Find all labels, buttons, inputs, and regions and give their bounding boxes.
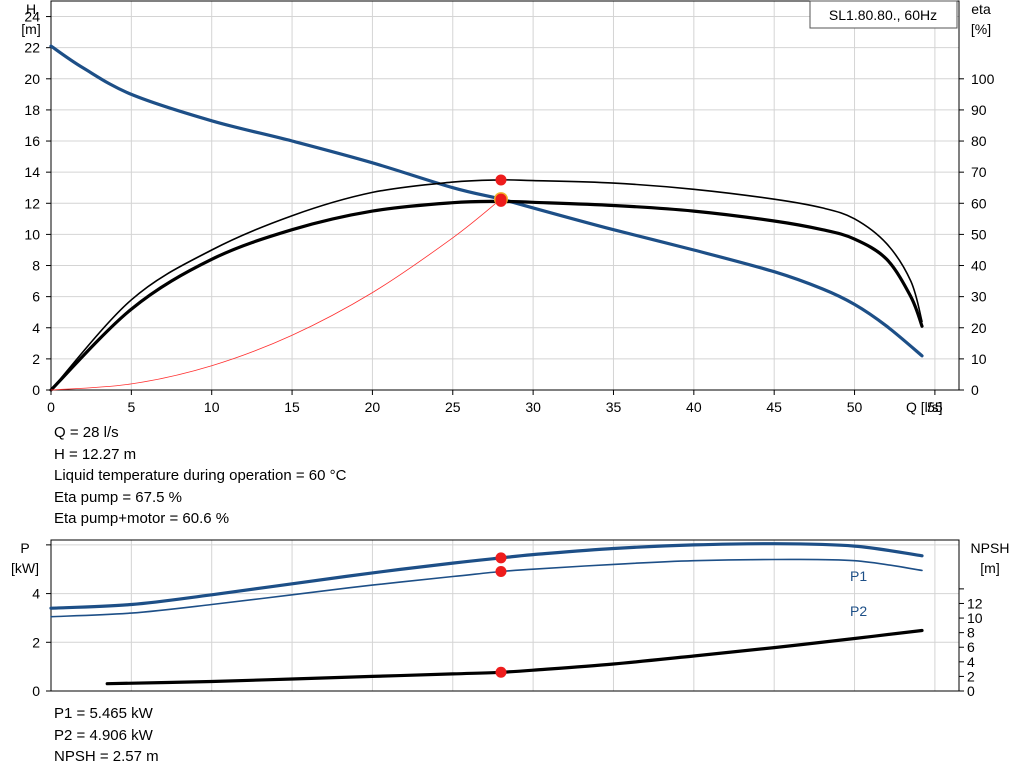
y2-tick-label: 70 [971, 164, 987, 180]
pump-label-box [809, 0, 958, 29]
system-curve [50, 198, 502, 391]
y2-axis-unit: [m] [980, 560, 999, 576]
npsh-duty-marker [495, 666, 507, 678]
y-axis-title: H [26, 1, 36, 17]
y-tick-label: 18 [24, 102, 40, 118]
liquid-temperature: Liquid temperature during operation = 60… [54, 467, 347, 484]
p2-duty-marker [495, 566, 507, 578]
p1-duty-marker [495, 552, 507, 564]
y2-tick-label: 8 [967, 625, 975, 641]
y-axis-unit: [m] [21, 21, 40, 37]
y2-tick-label: 0 [971, 382, 979, 398]
npsh-value: NPSH = 2.57 m [54, 748, 159, 765]
npsh-curve [105, 628, 924, 686]
y2-axis-title: eta [971, 1, 991, 17]
y2-tick-label: 30 [971, 289, 987, 305]
x-tick-label: 30 [525, 399, 541, 415]
y2-tick-label: 50 [971, 226, 987, 242]
y-tick-label: 6 [32, 289, 40, 305]
eta-pump-value: Eta pump = 67.5 % [54, 488, 182, 506]
x-tick-label: 25 [445, 399, 461, 415]
x-tick-label: 45 [766, 399, 782, 415]
y2-tick-label: 4 [967, 654, 975, 670]
y-tick-label: 0 [32, 683, 40, 699]
plot-frame [50, 539, 960, 692]
p1-curve-label: P1 [850, 568, 867, 584]
p1-curve [49, 542, 924, 610]
y-tick-label: 20 [24, 71, 40, 87]
y2-tick-label: 2 [967, 668, 975, 684]
y2-tick-label: 12 [967, 595, 983, 611]
y-tick-label: 10 [24, 226, 40, 242]
pump-label: SL1.80.80., 60Hz [829, 7, 937, 23]
y-tick-label: 22 [24, 40, 40, 56]
y2-tick-label: 10 [967, 610, 983, 626]
x-tick-label: 55 [927, 399, 943, 415]
y-tick-label: 0 [32, 382, 40, 398]
performance-chart: 0 5 10 15 20 25 30 35 40 45 50 55024681012141618202… [21, 0, 995, 415]
head-value: H = 12.27 m [54, 445, 137, 463]
x-tick-label: 5 [127, 399, 135, 415]
y2-tick-label: 100 [971, 71, 995, 87]
y-axis-title: P [20, 540, 29, 556]
y2-tick-label: 0 [967, 683, 975, 699]
y2-tick-label: 6 [967, 639, 975, 655]
eta-pump-motor-value: Eta pump+motor = 60.6 % [54, 510, 230, 527]
y-tick-label: 12 [24, 195, 40, 211]
y-axis-unit: [kW] [11, 560, 39, 576]
p1-value: P1 = 5.465 kW [54, 705, 153, 722]
x-axis-title: Q [l/s] [906, 399, 943, 415]
y-tick-label: 14 [24, 164, 40, 180]
y2-tick-label: 40 [971, 258, 987, 274]
y2-tick-label: 80 [971, 133, 987, 149]
y2-tick-label: 10 [971, 351, 987, 367]
y-tick-label: 24 [24, 9, 40, 25]
y-tick-label: 4 [32, 586, 40, 602]
eta-pump-duty-marker [495, 174, 507, 186]
p2-value: P2 = 4.906 kW [54, 726, 153, 744]
y-tick-label: 8 [32, 258, 40, 274]
y2-tick-label: 90 [971, 102, 987, 118]
eta-pump-curve [50, 179, 923, 391]
x-tick-label: 35 [606, 399, 622, 415]
x-tick-label: 0 [47, 399, 55, 415]
p2-curve [50, 558, 923, 618]
y2-tick-label: 60 [971, 195, 987, 211]
duty-point-info: Q = 28 l/s H = 12.27 m Liquid temperatur… [54, 422, 346, 530]
p2-curve-label: P2 [850, 603, 867, 619]
power-point-info: P1 = 5.465 kW P2 = 4.906 kW NPSH = 2.57 … [54, 703, 159, 768]
plot-frame [50, 0, 960, 391]
flow-value: Q = 28 l/s [54, 424, 119, 441]
x-tick-label: 40 [686, 399, 702, 415]
x-tick-label: 20 [365, 399, 381, 415]
x-tick-label: 10 [204, 399, 220, 415]
x-tick-label: 15 [284, 399, 300, 415]
eta-pump-motor-curve [49, 199, 924, 392]
x-tick-label: 50 [847, 399, 863, 415]
y-tick-label: 4 [32, 320, 40, 336]
y2-axis-title: NPSH [971, 540, 1010, 556]
y-tick-label: 2 [32, 351, 40, 367]
eta-pump-motor-duty-marker [495, 195, 507, 207]
y-tick-label: 16 [24, 133, 40, 149]
y2-axis-unit: [%] [971, 21, 991, 37]
y-tick-label: 2 [32, 634, 40, 650]
y2-tick-label: 20 [971, 320, 987, 336]
